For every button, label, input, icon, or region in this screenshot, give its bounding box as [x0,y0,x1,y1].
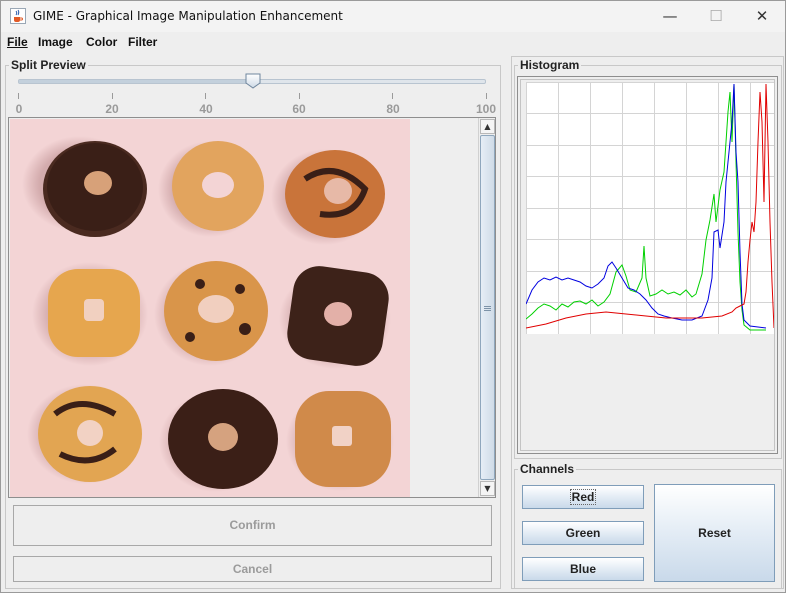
histogram-green-line [526,83,766,331]
slider-tick-label: 0 [15,102,23,116]
red-channel-label: Red [569,489,597,505]
grip-line [484,310,491,311]
slider-tick-label: 80 [386,102,400,116]
donuts-photo [10,119,410,497]
channels-title: Channels [518,462,577,476]
slider-tick [112,93,113,99]
minimize-button[interactable]: — [662,7,678,25]
menu-file[interactable]: File [7,35,28,49]
menu-image[interactable]: Image [38,35,73,49]
slider-tick-label: 60 [292,102,306,116]
slider-tick [299,93,300,99]
scroll-up-arrow-icon[interactable]: ▲ [480,119,495,134]
channels-panel: Channels [514,462,782,589]
histogram-chart [526,82,774,334]
maximize-button[interactable]: ☐ [709,7,723,25]
scroll-thumb[interactable] [480,135,495,480]
scroll-down-arrow-icon[interactable]: ▼ [480,481,495,496]
histogram-blue-line [526,83,767,329]
histogram-panel: Histogram [514,58,782,459]
reset-button[interactable]: Reset [654,484,775,582]
split-preview-title: Split Preview [9,58,88,72]
window-title: GIME - Graphical Image Manipulation Enha… [33,9,343,23]
histogram-canvas-border [520,79,775,451]
vertical-scrollbar[interactable]: ▲ ▼ [478,118,495,497]
slider-tick [486,93,487,99]
split-slider-thumb[interactable] [245,73,261,89]
histogram-title: Histogram [518,58,582,72]
grip-line [484,308,491,309]
menu-bar: File Image Color Filter [1,32,785,52]
red-channel-button[interactable]: Red [522,485,644,509]
title-bar[interactable]: GIME - Graphical Image Manipulation Enha… [1,1,785,32]
slider-tick-label: 100 [475,102,497,116]
split-slider-fill [19,80,252,83]
cancel-button[interactable]: Cancel [13,556,492,582]
slider-tick [205,93,206,99]
java-coffee-icon [10,8,26,24]
blue-channel-button[interactable]: Blue [522,557,644,581]
close-button[interactable]: ✕ [755,7,769,25]
menu-color[interactable]: Color [86,35,118,49]
menu-filter[interactable]: Filter [128,35,158,49]
histogram-red-line [526,83,774,329]
slider-tick [392,93,393,99]
slider-tick-label: 40 [199,102,213,116]
slider-tick-label: 20 [105,102,119,116]
green-channel-button[interactable]: Green [522,521,644,545]
image-scroll-pane[interactable]: ▲ ▼ [8,117,496,498]
grip-line [484,306,491,307]
histogram-scroll-area [517,76,778,454]
slider-tick [18,93,19,99]
split-preview-panel: Split Preview [5,58,501,589]
confirm-button[interactable]: Confirm [13,505,492,546]
